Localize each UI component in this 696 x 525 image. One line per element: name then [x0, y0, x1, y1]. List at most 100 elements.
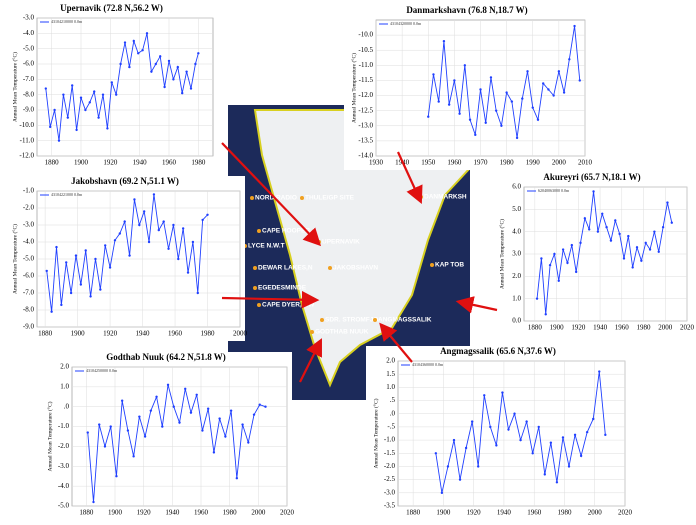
- data-point: [447, 103, 451, 106]
- station-label: THULE/GP SITE: [305, 195, 355, 202]
- chart-title: Akureyri (65.7 N,18.1 W): [543, 172, 640, 182]
- data-point: [434, 452, 438, 455]
- x-tick-label: 1940: [593, 324, 608, 332]
- x-tick-label: 1990: [526, 159, 541, 167]
- data-point: [66, 116, 70, 119]
- x-tick-label: 1900: [436, 509, 451, 517]
- data-point: [53, 108, 56, 112]
- station-label: EGEDESMINDE: [258, 285, 307, 292]
- y-tick-label: -7.0: [23, 75, 35, 83]
- data-point: [108, 266, 112, 269]
- data-point: [181, 227, 185, 230]
- data-point: [65, 261, 68, 264]
- y-tick-label: -10.0: [358, 31, 373, 39]
- x-tick-label: 1880: [406, 509, 421, 517]
- chart-background: [40, 352, 292, 520]
- data-point: [622, 257, 626, 260]
- data-point: [566, 261, 569, 265]
- data-point: [264, 405, 267, 408]
- data-point: [568, 58, 571, 61]
- data-point: [573, 24, 576, 28]
- data-line: [87, 384, 266, 503]
- y-tick-label: .0: [64, 402, 70, 410]
- data-point: [133, 198, 136, 201]
- y-tick-label: 2.0: [386, 357, 395, 365]
- data-point: [547, 88, 550, 91]
- x-tick-label: 2020: [280, 509, 295, 517]
- station-label: DEWAR LAKES,N: [258, 265, 313, 272]
- data-point: [206, 213, 209, 216]
- data-point: [540, 257, 543, 260]
- data-point: [104, 244, 107, 247]
- station-dot: [257, 229, 261, 233]
- y-tick-label: 1.0: [512, 294, 521, 302]
- data-point: [474, 133, 477, 137]
- y-tick-label: -.5: [387, 423, 395, 431]
- x-tick-label: 1940: [136, 330, 151, 338]
- data-point: [212, 451, 216, 454]
- data-point: [132, 39, 135, 43]
- data-point: [194, 62, 197, 66]
- data-point: [71, 84, 74, 87]
- station-label: CAPE DYER,N.W: [262, 302, 315, 309]
- data-point: [109, 425, 112, 428]
- y-tick-label: -3.0: [58, 462, 70, 470]
- data-point: [592, 417, 595, 421]
- y-tick-label: -5.0: [58, 502, 70, 510]
- data-point: [500, 124, 503, 127]
- y-tick-label: -3.0: [23, 14, 35, 22]
- y-tick-label: -4.0: [23, 29, 35, 37]
- data-point: [489, 76, 493, 79]
- y-tick-label: -2.0: [58, 442, 70, 450]
- y-axis-label: Annual Mean Temperature (°C): [498, 219, 505, 289]
- y-tick-label: -1.0: [384, 436, 396, 444]
- y-axis-label: Annual Mean Temperature (°C): [350, 53, 357, 123]
- data-point: [143, 435, 147, 438]
- y-tick-label: -12.5: [358, 106, 373, 114]
- x-tick-label: 1970: [474, 159, 489, 167]
- data-point: [648, 248, 652, 251]
- data-point: [218, 417, 221, 420]
- data-point: [74, 254, 78, 257]
- data-point: [604, 433, 607, 437]
- data-point: [186, 271, 190, 274]
- legend-label: 43104250000 0.0m: [86, 368, 118, 373]
- x-tick-label: 1960: [615, 324, 630, 332]
- data-point: [159, 55, 162, 58]
- data-point: [49, 125, 52, 129]
- data-line: [46, 194, 208, 312]
- x-tick-label: 1980: [637, 324, 652, 332]
- data-point: [206, 407, 210, 410]
- data-point: [201, 429, 204, 432]
- chart-title: Godthab Nuuk (64.2 N,51.8 W): [106, 352, 226, 362]
- data-point: [446, 465, 450, 468]
- data-point: [110, 81, 114, 84]
- data-point: [562, 91, 566, 94]
- data-point: [162, 220, 165, 223]
- data-point: [440, 491, 444, 495]
- data-point: [92, 500, 95, 504]
- data-point: [50, 310, 53, 313]
- chart-title: Angmagssalik (65.6 N,37.6 W): [440, 346, 556, 356]
- data-point: [120, 399, 124, 402]
- data-point: [458, 478, 462, 481]
- data-point: [644, 241, 647, 245]
- data-point: [178, 421, 181, 424]
- data-point: [241, 423, 244, 426]
- data-point: [549, 441, 553, 444]
- station-label: LYCE N.W.T: [248, 243, 285, 250]
- data-point: [544, 313, 547, 316]
- data-point: [515, 136, 519, 140]
- y-tick-label: -4.0: [23, 238, 35, 246]
- data-point: [614, 219, 617, 222]
- data-point: [535, 297, 539, 300]
- x-tick-label: 1880: [38, 330, 53, 338]
- chart-background: [492, 172, 692, 335]
- data-point: [453, 79, 456, 82]
- legend-label: 62040063000 0.0m: [538, 188, 570, 193]
- data-point: [93, 90, 96, 93]
- data-point: [161, 425, 164, 428]
- data-point: [189, 87, 193, 90]
- data-point: [537, 425, 540, 429]
- data-point: [69, 291, 73, 295]
